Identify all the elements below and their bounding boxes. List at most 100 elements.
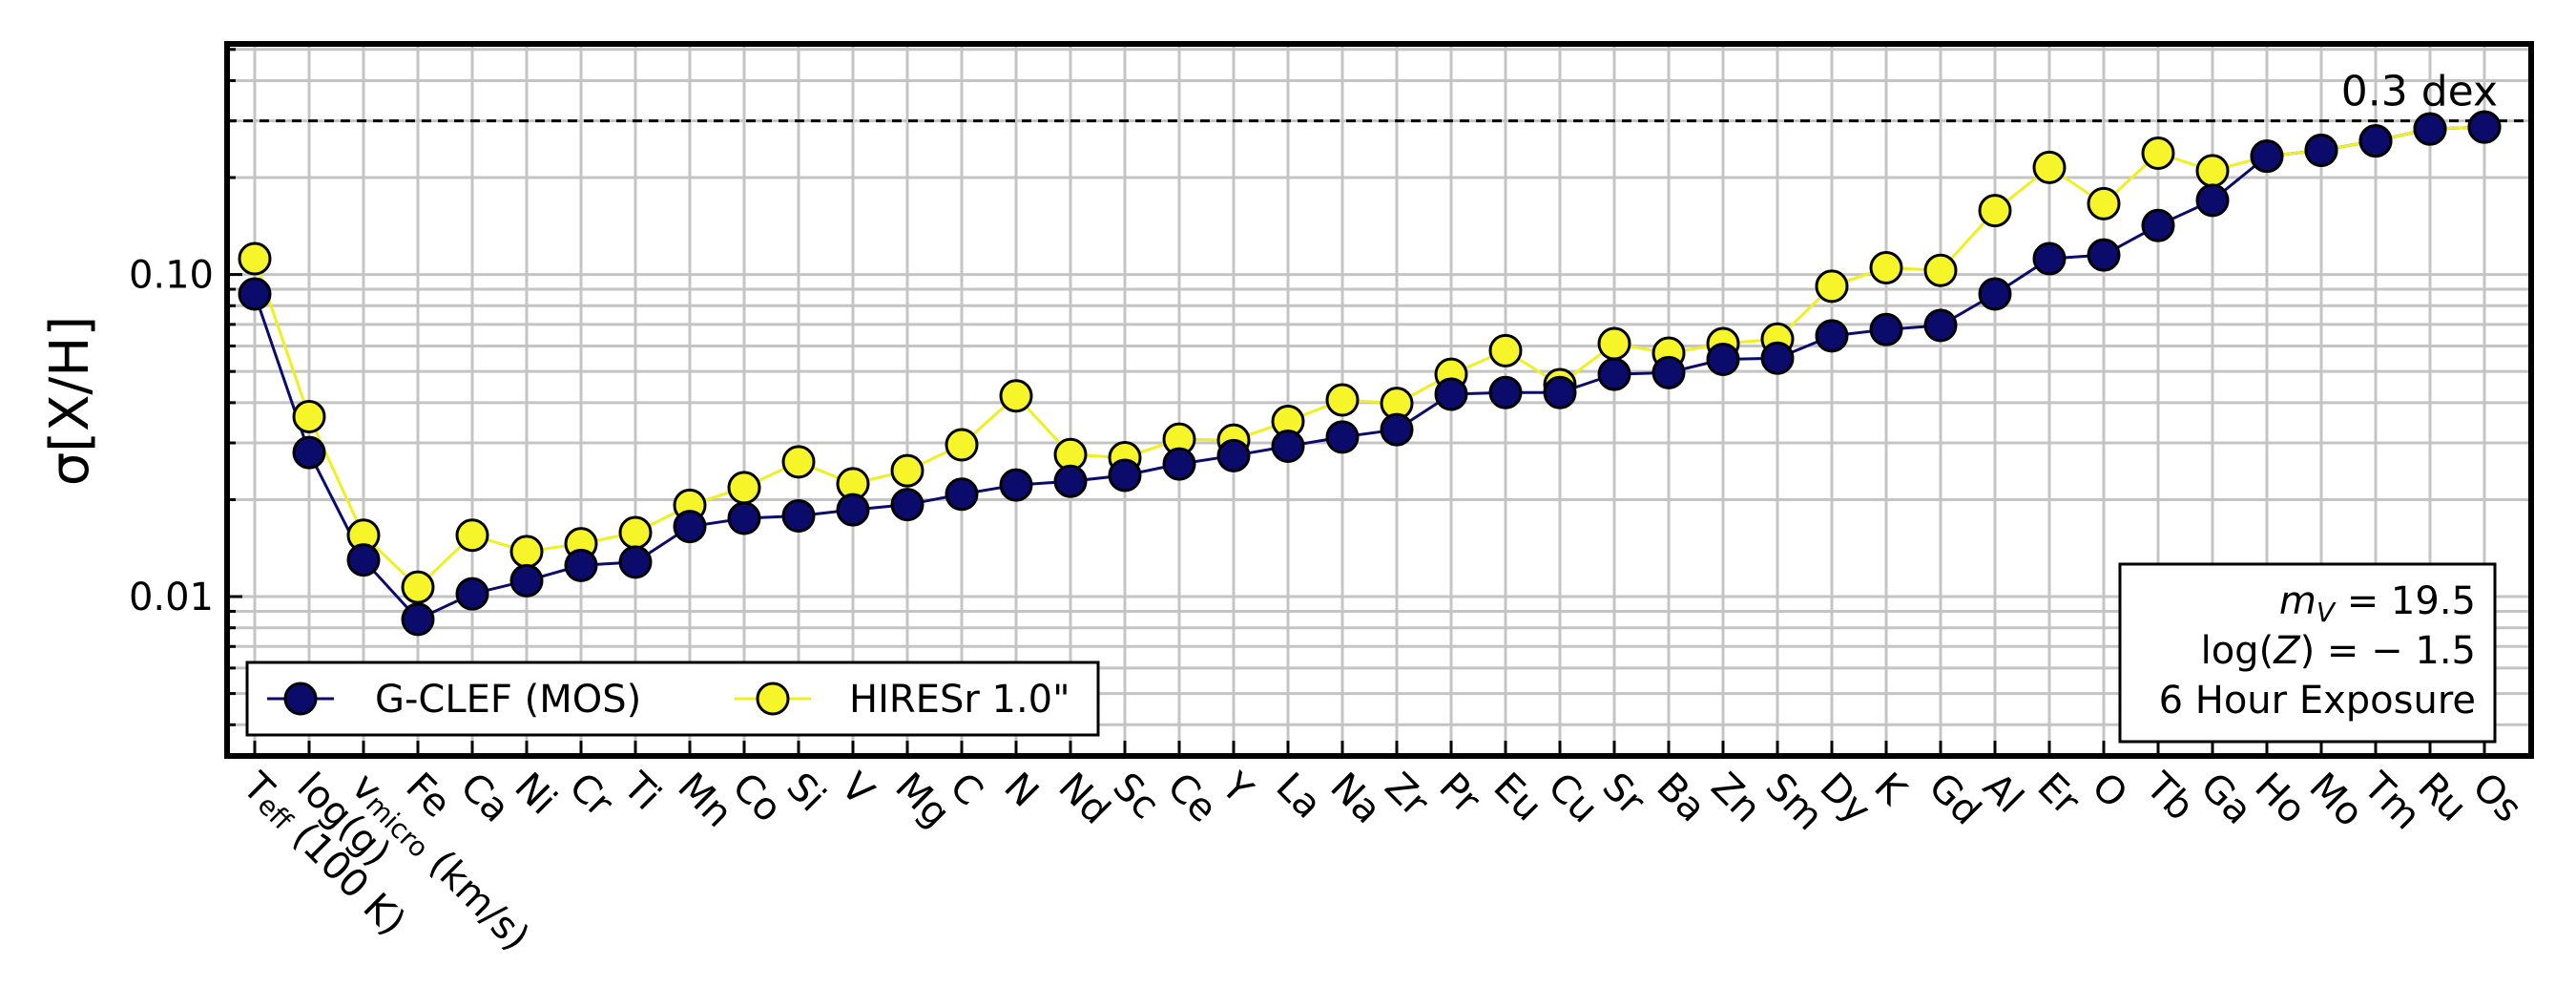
data-point-series1-v bbox=[836, 493, 870, 527]
x-tick-label: Al bbox=[1975, 765, 2032, 822]
plot-frame bbox=[224, 41, 2534, 759]
data-point-series1-o bbox=[2087, 238, 2121, 272]
x-tick-label: V bbox=[833, 765, 883, 814]
data-point-series1-log-g- bbox=[292, 435, 326, 470]
x-tick-label: La bbox=[1268, 765, 1331, 828]
data-point-series2-na bbox=[1325, 383, 1360, 417]
data-point-series1-fe bbox=[401, 602, 435, 637]
data-point-series1-sc bbox=[1108, 458, 1142, 493]
x-tick-label: Ba bbox=[1649, 765, 1714, 830]
data-point-series1-gd bbox=[1923, 308, 1958, 343]
x-tick-label: Os bbox=[2464, 765, 2531, 831]
data-point-series1-ru bbox=[2413, 112, 2447, 146]
data-point-series1-ni bbox=[509, 563, 544, 598]
x-axis-ticks: Teff (100 K)log(g)vmicro (km/s)FeCaNiCrT… bbox=[234, 741, 2530, 959]
data-point-series2-co bbox=[727, 471, 761, 505]
legend-label-2: HIRESr 1.0" bbox=[849, 678, 1070, 722]
data-point-series1-dy bbox=[1815, 319, 1849, 353]
x-tick-label: O bbox=[2084, 765, 2136, 817]
data-point-series1-c bbox=[945, 477, 979, 512]
data-point-series1-cu bbox=[1543, 375, 1577, 409]
x-tick-label: Ca bbox=[452, 765, 519, 831]
data-point-series1-cr bbox=[564, 548, 598, 582]
x-tick-label: Ru bbox=[2410, 765, 2476, 830]
legend-marker-1 bbox=[283, 682, 318, 716]
annotation-magnitude: mV = 19.5 bbox=[2279, 579, 2476, 628]
data-point-series1-si bbox=[781, 499, 816, 534]
data-point-series2-er bbox=[2032, 150, 2067, 184]
data-point-series1-ga bbox=[2195, 183, 2230, 218]
legend-marker-2 bbox=[756, 682, 790, 716]
x-tick-label: Zr bbox=[1377, 765, 1438, 826]
series-line-2 bbox=[253, 125, 2485, 590]
data-point-series1-v-micro-km-s- bbox=[346, 543, 381, 577]
data-point-series2-ni bbox=[509, 535, 544, 569]
x-tick-label: Co bbox=[724, 765, 791, 831]
data-point-series2-gd bbox=[1923, 253, 1958, 287]
data-point-series1-co bbox=[727, 501, 761, 535]
x-tick-label: Sc bbox=[1105, 765, 1168, 828]
data-point-series1-n bbox=[999, 468, 1033, 502]
data-point-series1-la bbox=[1271, 429, 1305, 463]
x-tick-label: Sr bbox=[1594, 765, 1654, 825]
legend: G-CLEF (MOS) HIRESr 1.0" bbox=[245, 661, 1100, 737]
data-point-series1-er bbox=[2032, 241, 2067, 276]
data-point-series2-si bbox=[781, 445, 816, 479]
data-point-series2-tb bbox=[2141, 136, 2175, 171]
x-tick-label: Si bbox=[779, 765, 834, 820]
data-point-series1-ba bbox=[1652, 355, 1686, 389]
data-point-series1-mg bbox=[890, 488, 924, 522]
data-point-series2-dy bbox=[1815, 269, 1849, 304]
y-axis-title: σ[X/H] bbox=[39, 316, 101, 487]
data-point-series2-eu bbox=[1488, 333, 1523, 367]
data-point-series1-y bbox=[1216, 438, 1251, 472]
data-point-series1-nd bbox=[1053, 464, 1088, 498]
data-point-series2-sr bbox=[1597, 326, 1631, 361]
data-point-series2-c bbox=[945, 428, 979, 462]
y-tick-label: 0.01 bbox=[129, 576, 214, 619]
y-tick-label: 0.10 bbox=[129, 254, 214, 298]
y-axis-ticks: 0.01 0.10 bbox=[129, 48, 242, 726]
data-point-series1-pr bbox=[1434, 377, 1468, 411]
data-point-series1-mn bbox=[673, 510, 707, 544]
annotation-exposure: 6 Hour Exposure bbox=[2159, 679, 2476, 723]
data-point-series1-k bbox=[1869, 312, 1903, 346]
data-point-series1-sr bbox=[1597, 357, 1631, 391]
legend-box bbox=[245, 661, 1100, 737]
legend-label-1: G-CLEF (MOS) bbox=[375, 678, 641, 722]
data-point-series2-n bbox=[999, 379, 1033, 413]
plot-border bbox=[224, 41, 2534, 759]
data-point-series2-fe bbox=[401, 570, 435, 604]
x-tick-label: Ti bbox=[614, 764, 670, 819]
annotation-metallicity: log(Z) = − 1.5 bbox=[2201, 629, 2476, 673]
data-point-series1-tb bbox=[2141, 208, 2175, 242]
x-tick-label: N bbox=[996, 765, 1048, 816]
x-tick-label: Tb bbox=[2137, 764, 2202, 829]
x-tick-label: Er bbox=[2029, 765, 2088, 824]
data-point-series2-ca bbox=[455, 518, 489, 553]
x-tick-label: Cr bbox=[561, 765, 622, 826]
reference-line-label: 0.3 dex bbox=[2341, 68, 2498, 116]
series-layer bbox=[238, 110, 2502, 637]
data-point-series2-al bbox=[1978, 194, 2012, 228]
data-point-series1-sm bbox=[1760, 341, 1795, 375]
data-point-series1-zn bbox=[1706, 343, 1740, 377]
x-tick-label: Eu bbox=[1485, 765, 1550, 829]
data-point-series1-ho bbox=[2250, 139, 2284, 174]
data-point-series1-mo bbox=[2304, 133, 2338, 167]
annotation-frame bbox=[2118, 562, 2497, 744]
x-tick-label: Ni bbox=[507, 765, 566, 824]
data-point-series2-mg bbox=[890, 453, 924, 488]
x-tick-label: Ce bbox=[1159, 765, 1226, 831]
data-point-series1-eu bbox=[1488, 375, 1523, 409]
data-point-series1-na bbox=[1325, 420, 1360, 454]
data-point-series2-log-g- bbox=[292, 400, 326, 434]
reference-line-layer: 0.3 dex bbox=[227, 68, 2531, 123]
data-point-series1-ce bbox=[1162, 447, 1196, 481]
data-point-series1-os bbox=[2467, 110, 2502, 144]
data-point-series1-ti bbox=[618, 545, 653, 579]
x-tick-label: Pr bbox=[1431, 765, 1489, 823]
